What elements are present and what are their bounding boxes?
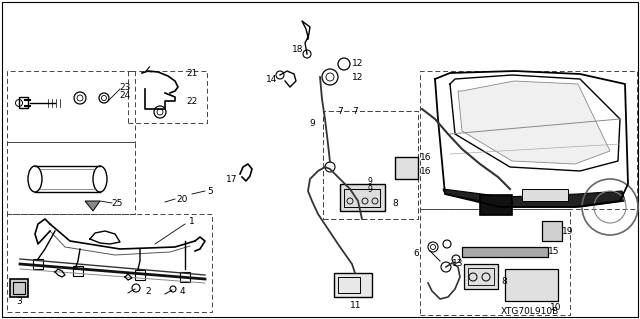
Bar xyxy=(323,111,418,219)
Bar xyxy=(13,282,25,294)
Text: 6: 6 xyxy=(413,249,419,258)
Bar xyxy=(128,71,207,123)
Text: 15: 15 xyxy=(548,247,560,256)
Bar xyxy=(10,279,28,297)
Text: 8: 8 xyxy=(501,277,507,286)
Bar xyxy=(334,273,372,297)
Text: 22: 22 xyxy=(186,97,198,106)
Polygon shape xyxy=(443,189,625,207)
Text: 19: 19 xyxy=(563,226,573,235)
Polygon shape xyxy=(85,201,100,211)
Text: 4: 4 xyxy=(179,287,185,296)
Text: 21: 21 xyxy=(186,70,198,78)
Text: 25: 25 xyxy=(111,198,123,207)
Bar xyxy=(522,189,568,201)
Text: 12: 12 xyxy=(352,72,364,81)
Text: 20: 20 xyxy=(176,195,188,204)
Bar xyxy=(395,157,418,179)
Text: 18: 18 xyxy=(292,44,304,54)
Text: 16: 16 xyxy=(420,167,432,175)
Bar xyxy=(505,269,558,301)
Bar xyxy=(19,97,28,108)
Bar xyxy=(344,189,380,207)
Text: 17: 17 xyxy=(227,174,237,183)
Text: 13: 13 xyxy=(452,259,464,269)
Text: 9: 9 xyxy=(309,120,315,129)
Bar xyxy=(420,71,637,209)
Text: 3: 3 xyxy=(16,298,22,307)
Bar xyxy=(135,270,145,280)
Text: XTG70L910B: XTG70L910B xyxy=(501,307,559,315)
Bar xyxy=(338,277,360,293)
Text: 23: 23 xyxy=(119,83,131,92)
Text: 7: 7 xyxy=(352,107,358,115)
Text: 14: 14 xyxy=(266,75,278,84)
Text: 8: 8 xyxy=(392,199,398,209)
Bar xyxy=(33,259,43,269)
Bar xyxy=(468,268,494,285)
Bar xyxy=(480,195,512,215)
Polygon shape xyxy=(458,81,610,164)
Text: 12: 12 xyxy=(352,60,364,69)
Text: 1: 1 xyxy=(189,217,195,226)
Text: 16: 16 xyxy=(420,152,432,161)
Bar xyxy=(7,71,135,142)
Bar xyxy=(542,221,562,241)
Bar xyxy=(7,142,135,214)
Bar xyxy=(464,264,498,289)
Text: 9: 9 xyxy=(367,184,372,194)
Bar xyxy=(73,266,83,276)
Text: 5: 5 xyxy=(207,187,213,196)
Text: 10: 10 xyxy=(550,302,562,311)
Text: 7: 7 xyxy=(337,107,343,115)
Text: 24: 24 xyxy=(120,91,131,100)
Text: 11: 11 xyxy=(350,300,362,309)
Bar xyxy=(180,272,190,282)
Bar xyxy=(7,214,212,312)
Bar xyxy=(323,111,418,219)
Text: 2: 2 xyxy=(145,286,151,295)
Bar xyxy=(340,184,385,211)
Bar xyxy=(420,209,570,315)
Bar xyxy=(462,247,548,257)
Text: 9: 9 xyxy=(367,176,372,186)
